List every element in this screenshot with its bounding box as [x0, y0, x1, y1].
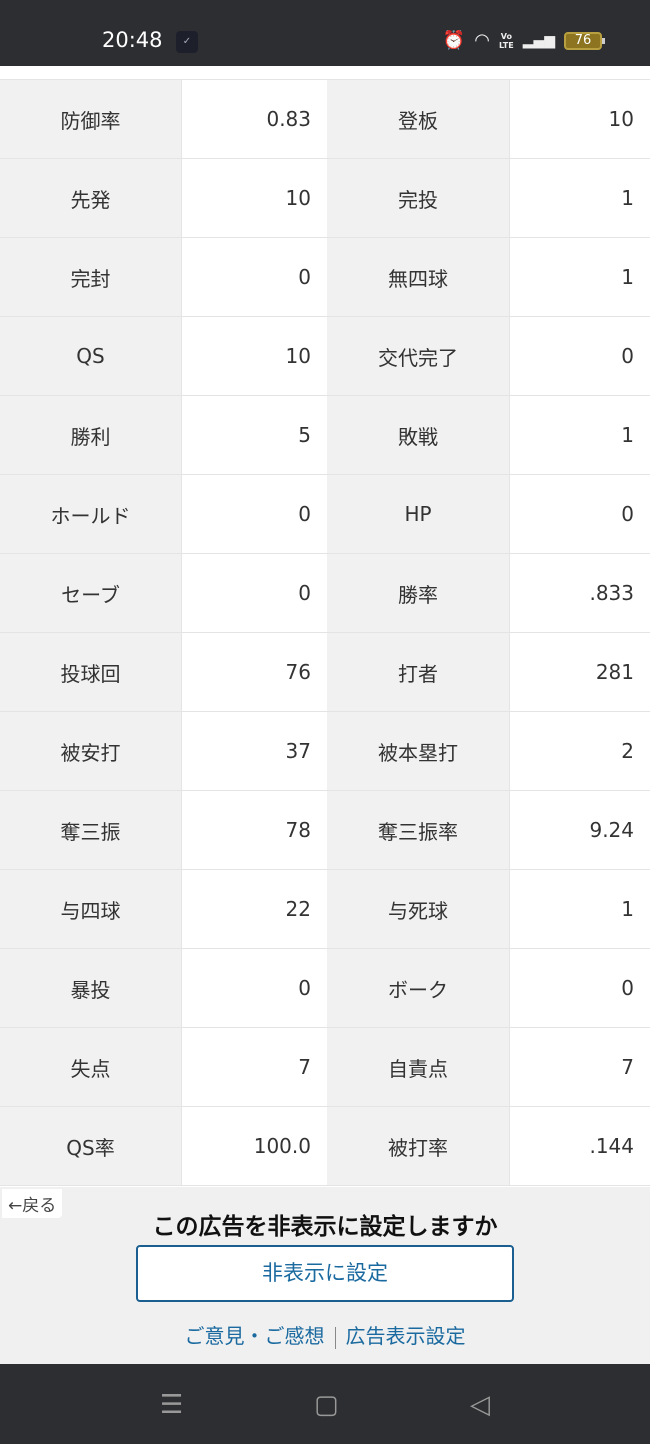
stat-value: 5 [181, 396, 327, 474]
table-row: 失点 7 自責点 7 [0, 1028, 650, 1107]
stat-label: 被打率 [327, 1107, 509, 1185]
stat-label: 与四球 [0, 870, 181, 948]
ad-settings-link[interactable]: 広告表示設定 [345, 1324, 466, 1348]
stat-label: セーブ [0, 554, 181, 632]
table-row: 先発 10 完投 1 [0, 159, 650, 238]
signal-icon: ▂▄▆ [522, 32, 555, 49]
stat-value: .833 [509, 554, 650, 632]
stat-label: 自責点 [327, 1028, 509, 1106]
stat-value: .144 [509, 1107, 650, 1185]
stat-value: 0 [509, 317, 650, 395]
table-row: 投球回 76 打者 281 [0, 633, 650, 712]
stat-value: 78 [181, 791, 327, 869]
table-row: 与四球 22 与死球 1 [0, 870, 650, 949]
stat-value: 0 [509, 949, 650, 1027]
app-notification-icon: ✓ [176, 31, 198, 53]
volte-icon: Vo LTE [498, 31, 514, 50]
stat-value: 1 [509, 396, 650, 474]
stat-value: 1 [509, 159, 650, 237]
stat-label: 完投 [327, 159, 509, 237]
stat-label: 与死球 [327, 870, 509, 948]
stat-value: 2 [509, 712, 650, 790]
stat-value: 10 [181, 159, 327, 237]
table-row: QS 10 交代完了 0 [0, 317, 650, 396]
table-row: QS率 100.0 被打率 .144 [0, 1107, 650, 1186]
stat-label: 投球回 [0, 633, 181, 711]
wifi-icon: ◠ [474, 30, 490, 51]
status-time: 20:48 [102, 28, 163, 52]
stat-label: QS率 [0, 1107, 181, 1185]
stat-value: 76 [181, 633, 327, 711]
pitching-stats-table: 防御率 0.83 登板 10 先発 10 完投 1 完封 0 無四球 1 QS 10 交代完了 0 勝利 5 敗戦 1… [0, 79, 650, 1186]
stat-value: 1 [509, 238, 650, 316]
stat-label: 失点 [0, 1028, 181, 1106]
stat-label: QS [0, 317, 181, 395]
stat-label: 奪三振 [0, 791, 181, 869]
stat-value: 0 [181, 475, 327, 553]
hide-ad-button[interactable]: 非表示に設定 [136, 1245, 514, 1302]
ad-hide-question: この広告を非表示に設定しますか [152, 1214, 498, 1240]
table-row: セーブ 0 勝率 .833 [0, 554, 650, 633]
menu-icon[interactable]: ☰ [160, 1390, 184, 1420]
stat-value: 7 [181, 1028, 327, 1106]
stat-value: 10 [509, 80, 650, 158]
stat-label: ホールド [0, 475, 181, 553]
alarm-icon: ⏰ [442, 30, 466, 51]
stat-label: 敗戦 [327, 396, 509, 474]
stat-label: 勝率 [327, 554, 509, 632]
table-row: 勝利 5 敗戦 1 [0, 396, 650, 475]
stat-label: 無四球 [327, 238, 509, 316]
stat-value: 0 [181, 949, 327, 1027]
stat-label: 勝利 [0, 396, 181, 474]
stat-label: 先発 [0, 159, 181, 237]
stat-label: 交代完了 [327, 317, 509, 395]
stat-label: 完封 [0, 238, 181, 316]
table-row: 奪三振 78 奪三振率 9.24 [0, 791, 650, 870]
back-button[interactable]: ←戻る [2, 1189, 63, 1218]
stat-value: 0 [181, 554, 327, 632]
stat-value: 1 [509, 870, 650, 948]
divider [334, 1326, 336, 1349]
stat-value: 0 [509, 475, 650, 553]
stat-value: 100.0 [181, 1107, 327, 1185]
stat-value: 10 [181, 317, 327, 395]
table-row: ホールド 0 HP 0 [0, 475, 650, 554]
ad-hide-panel: ←戻る この広告を非表示に設定しますか 非表示に設定 ご意見・ご感想 広告表示設定 [0, 1187, 650, 1364]
table-row: 防御率 0.83 登板 10 [0, 80, 650, 159]
feedback-link[interactable]: ご意見・ご感想 [184, 1324, 325, 1348]
table-row: 完封 0 無四球 1 [0, 238, 650, 317]
stat-label: 被本塁打 [327, 712, 509, 790]
navigation-bar: ☰ ▢ ◁ [0, 1364, 650, 1444]
table-row: 暴投 0 ボーク 0 [0, 949, 650, 1028]
stat-value: 7 [509, 1028, 650, 1106]
stat-label: 被安打 [0, 712, 181, 790]
stat-label: HP [327, 475, 509, 553]
stat-label: 登板 [327, 80, 509, 158]
battery-icon: 76 [564, 31, 605, 50]
stat-label: 打者 [327, 633, 509, 711]
stat-label: 防御率 [0, 80, 181, 158]
stat-value: 22 [181, 870, 327, 948]
back-icon[interactable]: ◁ [470, 1390, 490, 1420]
stat-value: 0.83 [181, 80, 327, 158]
stat-value: 9.24 [509, 791, 650, 869]
stat-value: 0 [181, 238, 327, 316]
stat-label: ボーク [327, 949, 509, 1027]
table-row: 被安打 37 被本塁打 2 [0, 712, 650, 791]
home-icon[interactable]: ▢ [314, 1390, 339, 1420]
stat-label: 奪三振率 [327, 791, 509, 869]
stat-value: 37 [181, 712, 327, 790]
status-bar: 20:48 ✓ ⏰ ◠ Vo LTE ▂▄▆ 76 [0, 0, 650, 66]
stat-value: 281 [509, 633, 650, 711]
stat-label: 暴投 [0, 949, 181, 1027]
